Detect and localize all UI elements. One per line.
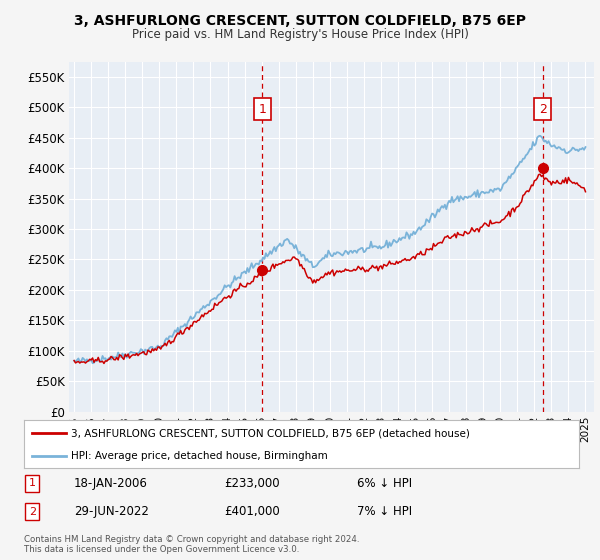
Text: £233,000: £233,000: [224, 477, 280, 490]
Text: Price paid vs. HM Land Registry's House Price Index (HPI): Price paid vs. HM Land Registry's House …: [131, 28, 469, 41]
Text: £401,000: £401,000: [224, 505, 280, 518]
Text: HPI: Average price, detached house, Birmingham: HPI: Average price, detached house, Birm…: [71, 451, 328, 461]
Text: 18-JAN-2006: 18-JAN-2006: [74, 477, 148, 490]
Text: Contains HM Land Registry data © Crown copyright and database right 2024.
This d: Contains HM Land Registry data © Crown c…: [24, 535, 359, 554]
Text: 7% ↓ HPI: 7% ↓ HPI: [357, 505, 412, 518]
Text: 6% ↓ HPI: 6% ↓ HPI: [357, 477, 412, 490]
Text: 1: 1: [29, 478, 36, 488]
Text: 2: 2: [539, 102, 547, 115]
Text: 3, ASHFURLONG CRESCENT, SUTTON COLDFIELD, B75 6EP (detached house): 3, ASHFURLONG CRESCENT, SUTTON COLDFIELD…: [71, 428, 470, 438]
Text: 2: 2: [29, 507, 36, 516]
Text: 3, ASHFURLONG CRESCENT, SUTTON COLDFIELD, B75 6EP: 3, ASHFURLONG CRESCENT, SUTTON COLDFIELD…: [74, 14, 526, 28]
Text: 29-JUN-2022: 29-JUN-2022: [74, 505, 149, 518]
Text: 1: 1: [259, 102, 266, 115]
